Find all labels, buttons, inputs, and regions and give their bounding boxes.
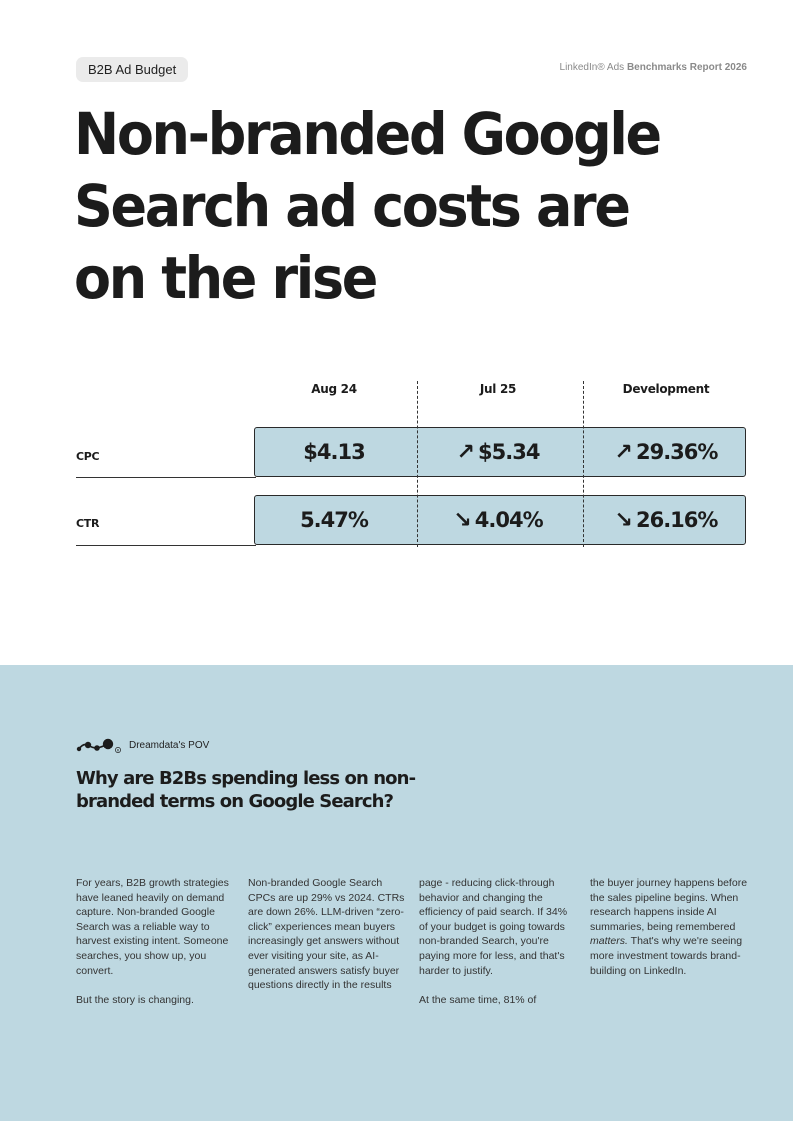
- paragraph: the buyer journey happens before the sal…: [590, 876, 748, 978]
- emphasis-text: matters.: [590, 935, 628, 948]
- report-title: Benchmarks Report 2026: [626, 62, 747, 73]
- text-run: That's why we're seeing more investment …: [590, 935, 743, 977]
- cpc-jul25-cell: ↗ $5.34: [418, 427, 578, 478]
- ctr-development-cell: ↘ 26.16%: [586, 495, 746, 546]
- paragraph: page - reducing click-through behavior a…: [419, 877, 568, 977]
- dreamdata-logo-icon: R: [76, 738, 121, 753]
- report-label: LinkedIn® Ads Benchmarks Report 2026: [560, 62, 747, 73]
- column-divider: [417, 381, 418, 547]
- pov-column-1: For years, B2B growth strategies have le…: [76, 876, 234, 1022]
- row-divider: [76, 477, 256, 478]
- report-prefix: LinkedIn® Ads: [559, 62, 625, 73]
- row-label-cpc: CPC: [76, 450, 100, 463]
- section-tag: B2B Ad Budget: [76, 57, 189, 82]
- cpc-row-box: [254, 427, 746, 477]
- text-run: the buyer journey happens before the sal…: [590, 877, 748, 933]
- arrow-up-right-icon: ↗: [614, 440, 633, 465]
- page-title: Non-branded Google Search ad costs are o…: [74, 100, 662, 312]
- arrow-down-right-icon: ↘: [614, 508, 633, 533]
- pov-column-2: Non-branded Google Search CPCs are up 29…: [248, 876, 406, 1007]
- pov-heading: Why are B2Bs spending less on non-brande…: [76, 768, 416, 812]
- pov-column-4: the buyer journey happens before the sal…: [590, 876, 748, 993]
- column-divider: [583, 381, 584, 547]
- column-header-jul25: Jul 25: [479, 382, 517, 396]
- paragraph: For years, B2B growth strategies have le…: [76, 877, 229, 977]
- ctr-jul25-value: 4.04%: [474, 508, 544, 532]
- cpc-aug24-value: $4.13: [303, 440, 365, 464]
- ctr-jul25-cell: ↘ 4.04%: [418, 495, 578, 546]
- row-divider: [76, 545, 256, 546]
- column-header-development: Development: [622, 382, 710, 396]
- pov-section: [0, 665, 793, 1121]
- cpc-jul25-value: $5.34: [478, 440, 540, 464]
- ctr-development-value: 26.16%: [635, 508, 718, 532]
- arrow-down-right-icon: ↘: [453, 508, 471, 533]
- row-label-ctr: CTR: [76, 517, 100, 530]
- paragraph: But the story is changing.: [76, 993, 194, 1006]
- ctr-aug24-value: 5.47%: [300, 508, 369, 532]
- paragraph: At the same time, 81% of: [419, 993, 537, 1006]
- pov-column-3: page - reducing click-through behavior a…: [419, 876, 577, 1022]
- cpc-development-cell: ↗ 29.36%: [586, 427, 746, 478]
- svg-text:R: R: [117, 749, 120, 753]
- cpc-development-value: 29.36%: [635, 440, 718, 464]
- column-header-aug24: Aug 24: [311, 382, 357, 396]
- ctr-row-box: [254, 495, 746, 545]
- paragraph: Non-branded Google Search CPCs are up 29…: [248, 877, 405, 992]
- pov-label: Dreamdata's POV: [129, 740, 210, 751]
- arrow-up-right-icon: ↗: [456, 440, 475, 465]
